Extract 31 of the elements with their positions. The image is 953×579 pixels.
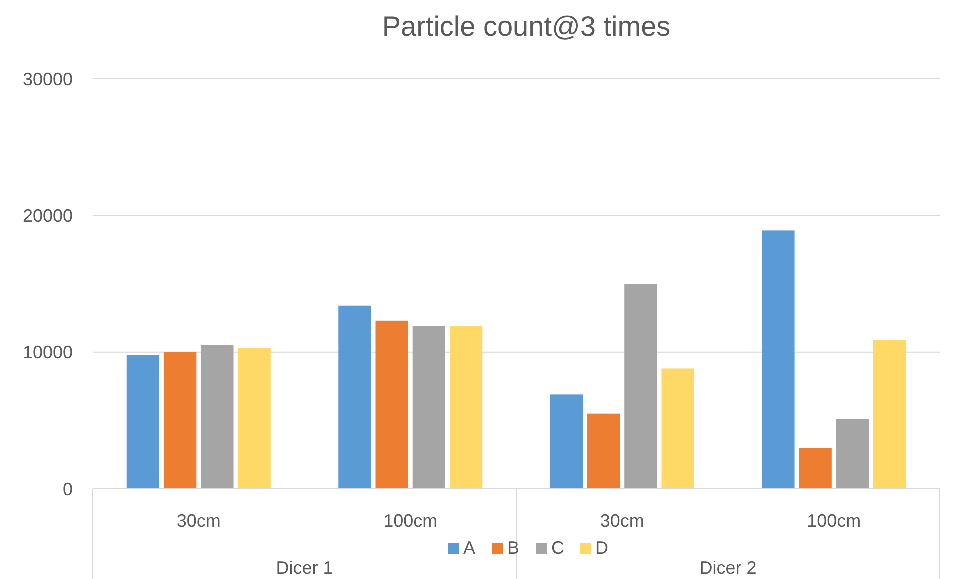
- x-tick-label: 100cm: [807, 511, 862, 531]
- y-tick-label: 20000: [22, 206, 73, 226]
- bar: [662, 368, 694, 489]
- x-tick-label: 30cm: [176, 511, 221, 531]
- bar: [587, 414, 620, 489]
- bar: [376, 320, 408, 489]
- bar: [873, 340, 906, 489]
- y-tick-label: 30000: [22, 69, 73, 90]
- legend-label: A: [464, 538, 476, 558]
- chart-title: Particle count@3 times: [382, 11, 671, 42]
- legend-label: C: [552, 538, 564, 558]
- bar: [164, 352, 197, 489]
- bar: [201, 346, 234, 489]
- bar: [338, 306, 372, 489]
- bar: [126, 355, 160, 489]
- x-tick-label: 30cm: [600, 511, 644, 531]
- y-tick-label: 0: [62, 479, 73, 500]
- y-tick-label: 10000: [22, 342, 73, 363]
- bar: [799, 448, 832, 489]
- bar: [550, 394, 584, 489]
- legend-label: D: [596, 538, 608, 558]
- bar: [238, 348, 271, 489]
- bar: [624, 284, 658, 489]
- bar: [450, 326, 483, 489]
- bar: [762, 230, 795, 489]
- text: Dicer 2: [700, 558, 757, 578]
- legend-label: B: [508, 538, 520, 558]
- bar: [836, 419, 870, 489]
- bar: [412, 326, 446, 489]
- text: Dicer 1: [276, 558, 334, 578]
- x-tick-label: 100cm: [384, 511, 438, 531]
